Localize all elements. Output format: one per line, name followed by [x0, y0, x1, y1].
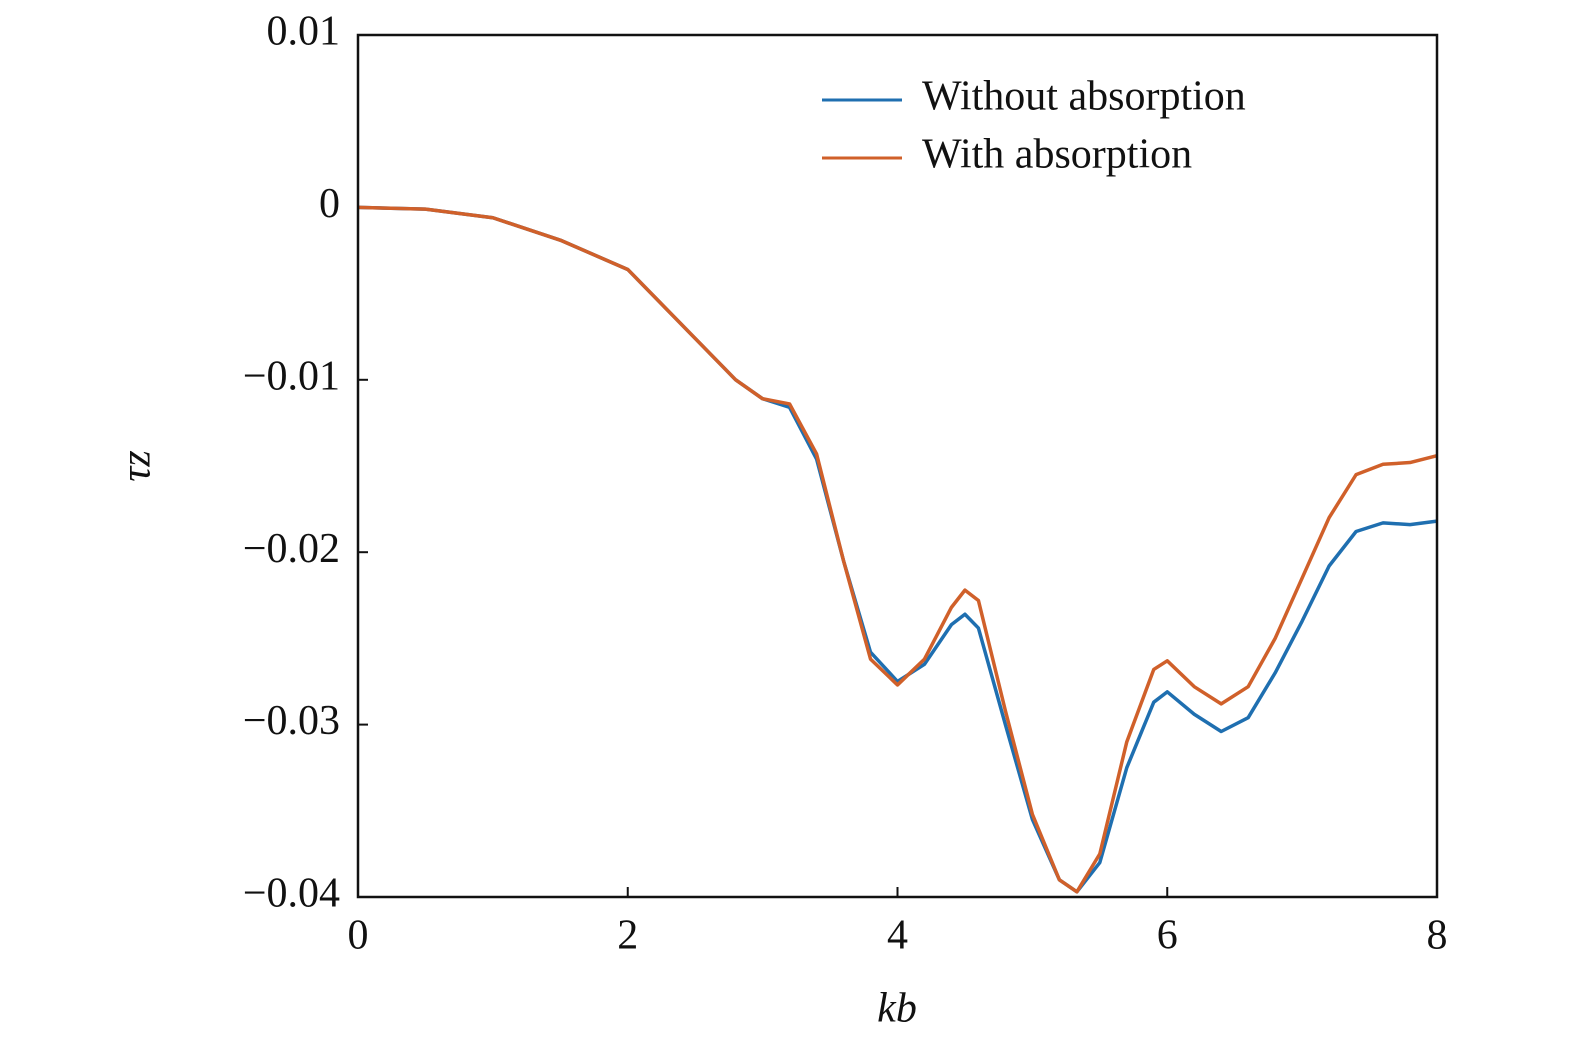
y-tick-label: 0.01 — [267, 9, 341, 55]
x-axis-label: kb — [877, 986, 917, 1032]
y-tick-label: −0.02 — [243, 526, 340, 572]
plot-frame — [356, 33, 1439, 899]
y-tick-label: −0.04 — [243, 871, 340, 917]
x-tick-label: 0 — [348, 913, 369, 959]
legend-label: With absorption — [922, 132, 1192, 178]
x-tick-label: 6 — [1157, 913, 1178, 959]
x-tick-label: 4 — [887, 913, 908, 959]
data-line — [357, 205, 1438, 894]
data-line — [357, 205, 1438, 894]
legend-label: Without absorption — [922, 74, 1246, 120]
y-tick-label: 0 — [319, 181, 340, 227]
y-tick-label: −0.01 — [243, 353, 340, 399]
y-axis-label: τz — [114, 450, 160, 481]
y-tick-label: −0.03 — [243, 698, 340, 744]
x-tick-label: 8 — [1427, 913, 1448, 959]
x-tick-label: 2 — [617, 913, 638, 959]
